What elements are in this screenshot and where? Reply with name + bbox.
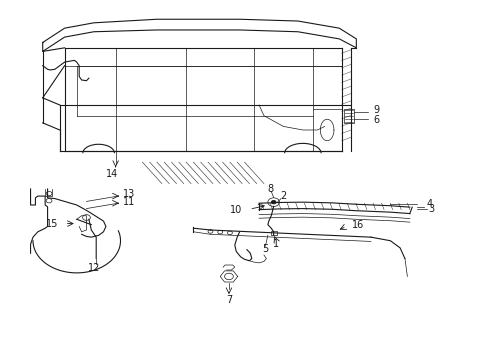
Text: 11: 11 <box>122 197 135 207</box>
Text: 14: 14 <box>106 168 118 179</box>
Text: 16: 16 <box>352 220 364 230</box>
Text: 4: 4 <box>426 199 432 209</box>
Text: 12: 12 <box>87 262 100 273</box>
Text: 8: 8 <box>267 184 273 194</box>
Text: 2: 2 <box>280 191 286 201</box>
Text: 1: 1 <box>272 239 279 249</box>
Bar <box>344 109 353 123</box>
Text: 15: 15 <box>46 219 59 229</box>
Text: 6: 6 <box>372 115 379 125</box>
Bar <box>271 231 277 235</box>
Text: 10: 10 <box>230 205 242 215</box>
Text: 5: 5 <box>262 244 268 253</box>
Text: 9: 9 <box>372 105 379 115</box>
Text: 13: 13 <box>122 189 135 199</box>
Text: 7: 7 <box>225 295 232 305</box>
Circle shape <box>271 201 276 204</box>
Text: 3: 3 <box>427 204 433 214</box>
